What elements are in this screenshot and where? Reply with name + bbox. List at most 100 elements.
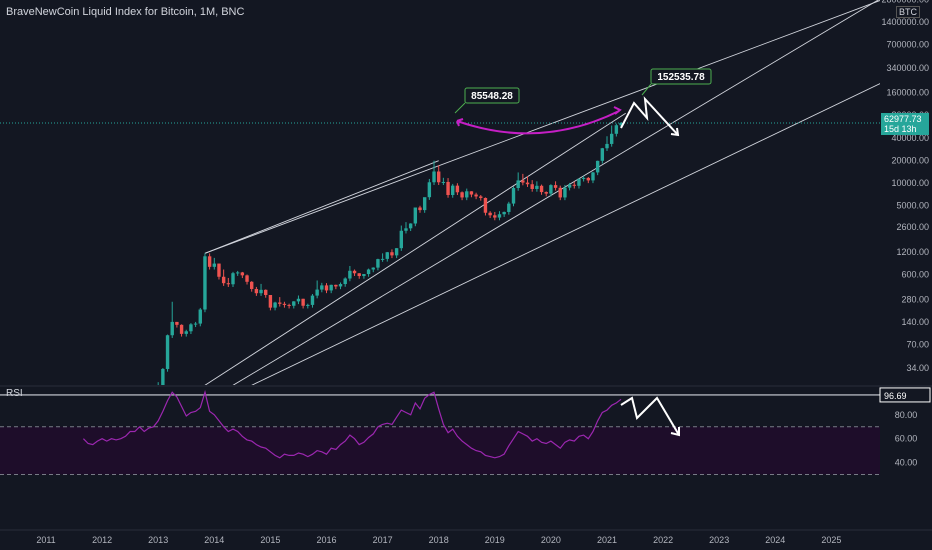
- candle-body: [207, 256, 212, 267]
- candle-body: [516, 180, 520, 189]
- candle-body: [310, 295, 315, 305]
- candle-body: [581, 177, 586, 179]
- candle-body: [175, 321, 179, 325]
- candle-body: [193, 323, 198, 325]
- rsi-label: RSI: [6, 388, 23, 399]
- candle-body: [301, 298, 305, 306]
- candle-body: [259, 289, 263, 294]
- candle-body: [338, 284, 343, 287]
- candle-body: [511, 188, 516, 204]
- price-tick-label: 5000.00: [896, 200, 929, 210]
- candle-body: [558, 187, 562, 198]
- high-target-pointer: [641, 83, 652, 96]
- candle-body: [446, 181, 450, 195]
- candle-body: [572, 184, 576, 186]
- time-tick-label: 2023: [709, 535, 729, 545]
- candle-body: [427, 182, 432, 198]
- chart-title: BraveNewCoin Liquid Index for Bitcoin, 1…: [6, 6, 245, 18]
- rsi-zigzag-arrow: [620, 396, 680, 436]
- curve-arrowhead: [613, 106, 622, 115]
- rsi-band: [0, 426, 880, 475]
- candle-body: [432, 171, 436, 183]
- candle-body: [460, 192, 464, 198]
- rsi-value-badge: [879, 387, 931, 403]
- price-tick-label: 600.00: [901, 270, 929, 280]
- time-tick-label: 2021: [597, 535, 617, 545]
- candle-body: [165, 335, 170, 369]
- trendline: [204, 0, 880, 254]
- candle-body: [282, 303, 287, 305]
- rsi-line: [82, 389, 622, 459]
- candle-body: [226, 283, 231, 285]
- time-tick-label: 2020: [541, 535, 561, 545]
- candle-body: [539, 185, 544, 193]
- candle-body: [493, 215, 497, 218]
- price-tick-label: 40000.00: [891, 133, 929, 143]
- candle-body: [348, 270, 352, 279]
- candle-body: [254, 288, 259, 294]
- candle-body: [324, 285, 329, 291]
- candle-body: [235, 272, 240, 274]
- time-tick-label: 2012: [92, 535, 112, 545]
- time-tick-label: 2017: [373, 535, 393, 545]
- candle-body: [306, 304, 310, 306]
- candle-body: [437, 171, 441, 183]
- candle-body: [530, 184, 534, 189]
- rsi-tick-label: 40.00: [895, 458, 918, 468]
- candle-body: [521, 180, 525, 183]
- trendline: [204, 160, 439, 254]
- trendline: [232, 0, 879, 385]
- candle-body: [422, 197, 427, 211]
- candle-body: [483, 197, 488, 213]
- candle-body: [399, 230, 403, 249]
- current-price-badge: [881, 112, 929, 135]
- candle-body: [544, 192, 548, 194]
- candle-body: [366, 269, 371, 275]
- candle-body: [535, 185, 539, 189]
- candle-body: [273, 302, 277, 308]
- candle-body: [278, 302, 282, 304]
- price-tick-label: 1200.00: [896, 247, 929, 257]
- candle-body: [184, 331, 188, 334]
- candle-body: [451, 185, 455, 195]
- candle-body: [497, 214, 502, 218]
- candle-body: [586, 177, 590, 181]
- candle-body: [250, 281, 254, 289]
- price-tick-label: 1400000.00: [881, 17, 929, 27]
- candle-body: [488, 212, 492, 216]
- rsi-zigzag-arrowhead: [670, 427, 680, 437]
- candle-body: [296, 298, 301, 302]
- candle-body: [264, 289, 268, 295]
- rsi-tick-label: 60.00: [895, 434, 918, 444]
- candle-body: [595, 160, 600, 173]
- candle-body: [329, 284, 333, 291]
- candle-body: [619, 122, 623, 126]
- candle-body: [268, 294, 273, 308]
- candle-body: [357, 273, 361, 277]
- candle-body: [343, 278, 347, 285]
- candle-body: [385, 252, 389, 259]
- price-tick-label: 160000.00: [886, 88, 929, 98]
- trendline: [204, 112, 626, 385]
- time-tick-label: 2024: [765, 535, 785, 545]
- trendlines: [204, 0, 880, 385]
- candle-body: [287, 304, 291, 306]
- candle-body: [292, 301, 296, 306]
- rsi-tick-label: 80.00: [895, 410, 918, 420]
- low-target-label-box: [464, 87, 520, 104]
- time-tick-label: 2016: [316, 535, 336, 545]
- price-tick-label: 2600.00: [896, 222, 929, 232]
- trendline: [251, 83, 880, 385]
- candle-body: [203, 256, 207, 310]
- high-target-label-box: [650, 68, 712, 85]
- low-target-label: 85548.28: [471, 91, 513, 102]
- candle-body: [212, 263, 216, 267]
- currency-badge: BTC: [896, 6, 920, 18]
- candle-body: [502, 211, 506, 215]
- candle-body: [394, 248, 399, 256]
- candle-body: [469, 191, 474, 195]
- candle-body: [465, 191, 469, 198]
- price-tick-label: 2800000.00: [881, 0, 929, 4]
